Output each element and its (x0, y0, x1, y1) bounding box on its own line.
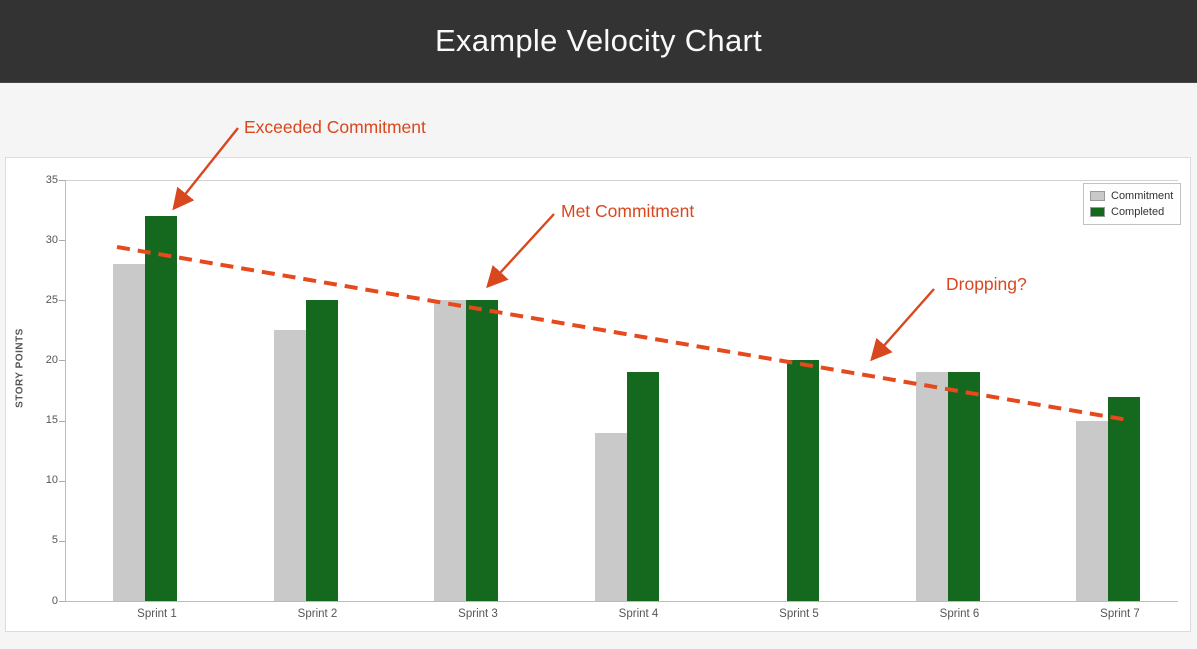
y-tick-label-15: 15 (45, 414, 58, 427)
y-tick-label-5: 5 (51, 534, 58, 547)
legend-label-commitment: Commitment (1111, 190, 1174, 202)
x-label-sprint-5: Sprint 5 (779, 608, 819, 620)
y-tick-35 (59, 180, 65, 181)
y-tick-25 (59, 300, 65, 302)
bar-completed-sprint-7 (1108, 396, 1140, 601)
annotation-dropping: Dropping? (946, 274, 1027, 294)
bar-commitment-sprint-6 (915, 372, 948, 601)
bar-completed-sprint-1 (145, 216, 177, 601)
x-label-sprint-1: Sprint 1 (137, 608, 177, 620)
y-axis-title: STORY POINTS (14, 328, 26, 408)
legend-swatch-completed (1090, 207, 1105, 217)
legend-item-completed: Completed (1090, 204, 1173, 220)
y-tick-label-0: 0 (51, 594, 58, 607)
annotation-met-commitment: Met Commitment (561, 201, 695, 221)
x-axis-line (65, 601, 1178, 602)
y-axis-line (65, 180, 66, 601)
bar-completed-sprint-3 (466, 300, 498, 601)
y-tick-30 (59, 240, 65, 242)
annotation-exceeded-commitment: Exceeded Commitment (244, 117, 426, 137)
bar-completed-sprint-4 (626, 372, 659, 601)
bar-commitment-sprint-1 (113, 264, 145, 601)
bar-commitment-sprint-7 (1076, 420, 1108, 601)
legend-label-completed: Completed (1111, 206, 1165, 218)
y-tick-0 (59, 601, 65, 602)
y-tick-label-10: 10 (45, 474, 58, 487)
x-label-sprint-7: Sprint 7 (1100, 608, 1140, 620)
x-label-sprint-3: Sprint 3 (458, 608, 498, 620)
legend: Commitment Completed (1083, 183, 1182, 225)
bar-commitment-sprint-2 (273, 330, 306, 601)
y-tick-label-20: 20 (45, 353, 58, 366)
bar-completed-sprint-6 (947, 372, 980, 601)
x-label-sprint-6: Sprint 6 (939, 608, 980, 620)
legend-item-commitment: Commitment (1090, 188, 1173, 204)
page-title: Example Velocity Chart (434, 23, 763, 58)
x-label-sprint-2: Sprint 2 (297, 608, 338, 620)
legend-swatch-commitment (1090, 191, 1105, 201)
x-label-sprint-4: Sprint 4 (618, 608, 659, 620)
bar-commitment-sprint-3 (434, 300, 466, 601)
y-tick-10 (59, 480, 65, 482)
gridline-35 (65, 180, 1178, 181)
y-tick-label-35: 35 (45, 173, 58, 186)
bar-completed-sprint-2 (305, 300, 338, 601)
y-tick-label-30: 30 (45, 233, 58, 246)
y-tick-label-25: 25 (45, 293, 58, 306)
y-tick-15 (59, 420, 65, 422)
bar-commitment-sprint-4 (594, 432, 627, 601)
y-tick-20 (59, 360, 65, 362)
bar-completed-sprint-5 (787, 360, 819, 601)
title-bar: Example Velocity Chart (0, 0, 1197, 83)
y-tick-5 (59, 540, 65, 542)
